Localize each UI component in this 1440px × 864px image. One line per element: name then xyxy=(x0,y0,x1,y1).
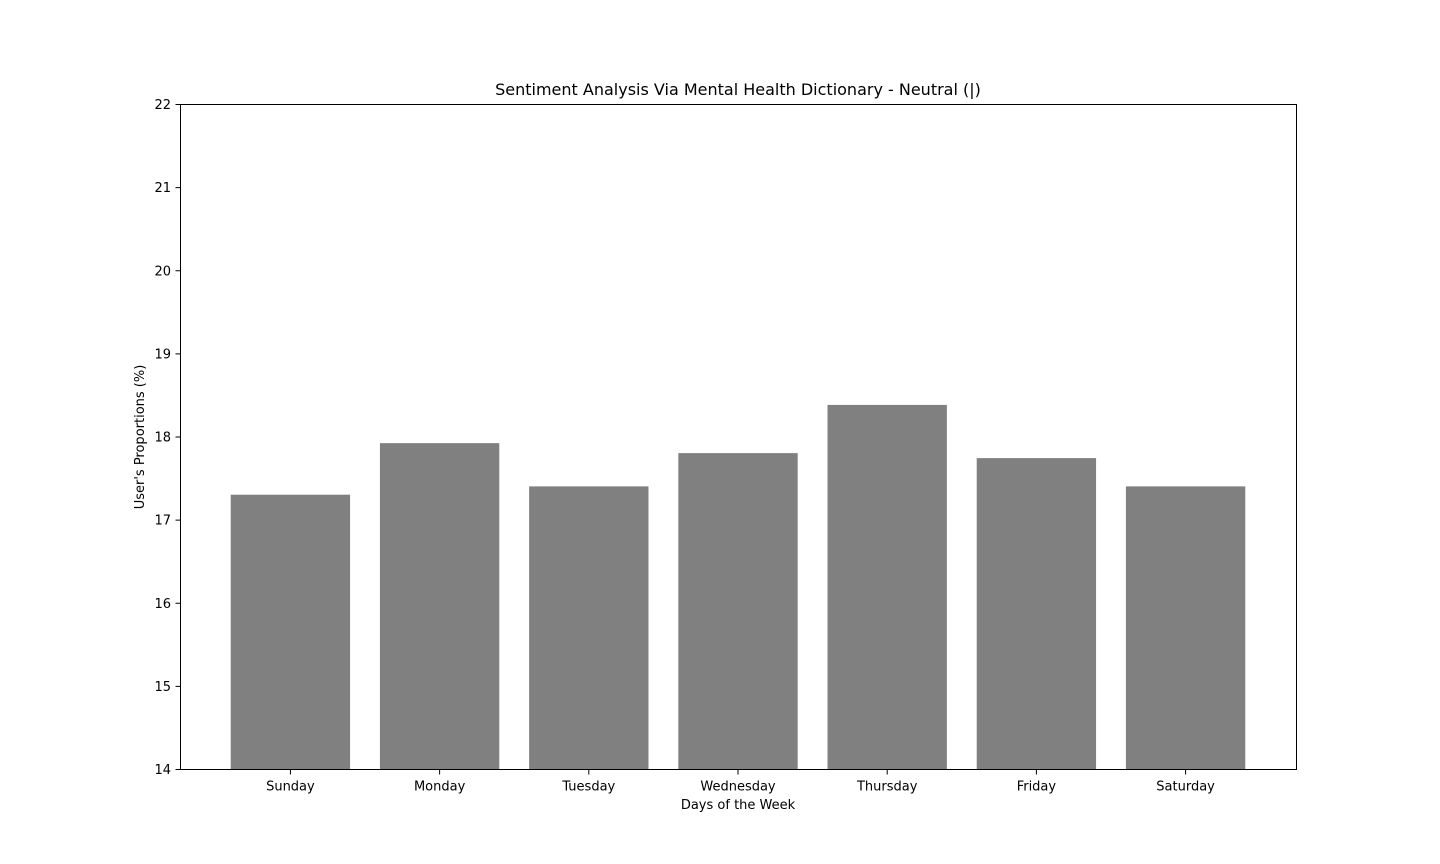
y-tick-label: 20 xyxy=(154,264,171,279)
bar-thursday xyxy=(827,404,947,769)
y-axis: 14 15 16 17 18 19 20 21 22 xyxy=(154,98,181,778)
y-tick-label: 15 xyxy=(154,680,171,695)
y-tick-label: 17 xyxy=(154,514,171,529)
y-tick-label: 22 xyxy=(154,98,171,113)
x-tick-label-wednesday: Wednesday xyxy=(700,780,776,795)
x-axis-label: Days of the Week xyxy=(681,798,796,813)
bar-tuesday xyxy=(529,486,649,769)
x-tick-label-tuesday: Tuesday xyxy=(561,780,615,795)
y-axis-label: User's Proportions (%) xyxy=(133,365,148,510)
bar-sunday xyxy=(230,494,351,769)
y-tick-label: 19 xyxy=(154,347,171,362)
y-tick-label: 14 xyxy=(154,763,171,778)
y-tick-label: 21 xyxy=(154,181,171,196)
bar-saturday xyxy=(1125,486,1246,769)
x-tick-label-thursday: Thursday xyxy=(856,780,918,795)
x-tick-label-monday: Monday xyxy=(414,780,466,795)
y-tick-label: 16 xyxy=(154,597,171,612)
y-tick-label: 18 xyxy=(154,431,171,446)
bars-group xyxy=(230,404,1246,769)
bar-friday xyxy=(976,458,1097,769)
x-tick-label-friday: Friday xyxy=(1017,780,1057,795)
x-axis: Sunday Monday Tuesday Wednesday Thursday Frid… xyxy=(266,769,1215,795)
bar-wednesday xyxy=(678,453,798,769)
chart-title: Sentiment Analysis Via Mental Health Dic… xyxy=(495,80,981,99)
bar-monday xyxy=(379,443,500,769)
x-tick-label-saturday: Saturday xyxy=(1156,780,1215,795)
x-tick-label-sunday: Sunday xyxy=(266,780,315,795)
